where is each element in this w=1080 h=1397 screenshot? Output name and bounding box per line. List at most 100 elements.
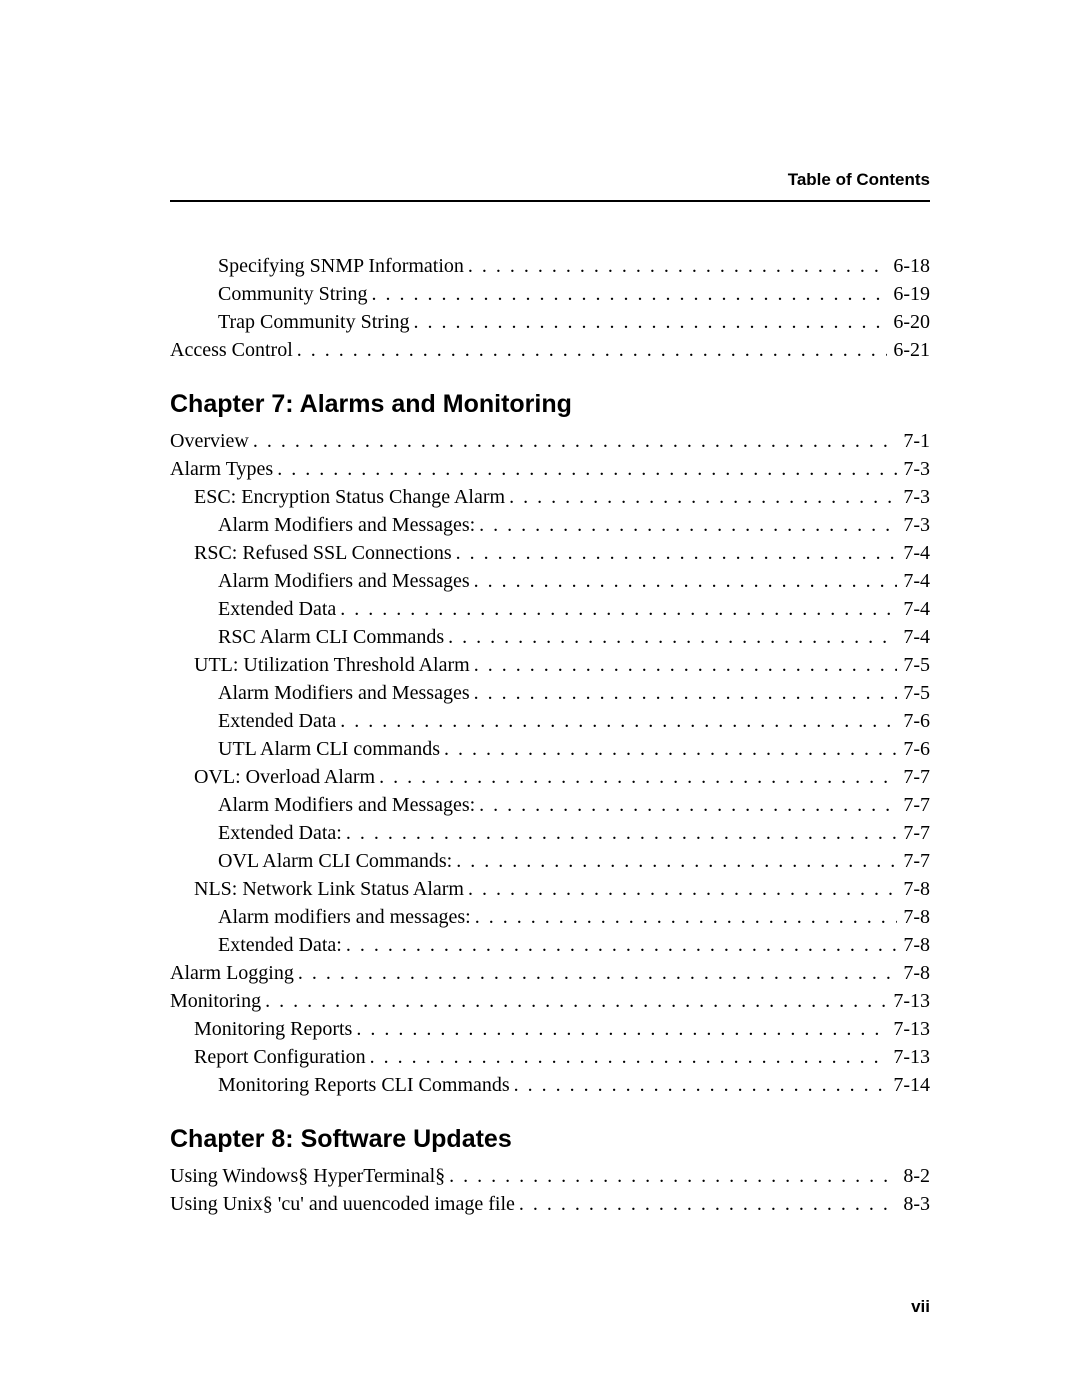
toc-entry-page: 8-3 [897,1190,930,1218]
toc-leader-dots [452,539,898,567]
toc-entry-title: UTL Alarm CLI commands [218,735,440,763]
toc-leader-dots [294,959,897,987]
toc-leader-dots [471,903,898,931]
toc-leader-dots [336,707,897,735]
toc-entry: Trap Community String 6-20 [170,308,930,336]
toc-entry: UTL Alarm CLI commands 7-6 [170,735,930,763]
toc-entry: Alarm Modifiers and Messages7-5 [170,679,930,707]
toc-entry: Alarm modifiers and messages: 7-8 [170,903,930,931]
chapter-heading: Chapter 7: Alarms and Monitoring [170,390,930,419]
toc-leader-dots [342,819,897,847]
toc-entry: Report Configuration 7-13 [170,1043,930,1071]
toc-leader-dots [249,427,897,455]
toc-entry-page: 7-8 [897,959,930,987]
toc-entry-page: 7-8 [897,931,930,959]
toc-entry: Extended Data 7-6 [170,707,930,735]
toc-leader-dots [342,931,897,959]
toc-entry-page: 6-18 [887,252,930,280]
toc-entry-page: 7-4 [897,595,930,623]
toc-entry-title: Using Windows§ HyperTerminal§ [170,1162,445,1190]
toc-entry-title: Alarm Modifiers and Messages: [218,511,475,539]
toc-entry-title: Alarm modifiers and messages: [218,903,471,931]
header-rule [170,200,930,202]
toc-leader-dots [367,280,887,308]
toc-entry: Alarm Modifiers and Messages: 7-3 [170,511,930,539]
toc-entry-title: Using Unix§ 'cu' and uuencoded image fil… [170,1190,515,1218]
toc-entry-page: 7-4 [897,623,930,651]
toc-entry-page: 7-7 [897,847,930,875]
toc-leader-dots [440,735,897,763]
toc-entry-title: OVL Alarm CLI Commands: [218,847,452,875]
toc-entry: Overview7-1 [170,427,930,455]
toc-entry-page: 7-4 [897,567,930,595]
toc-entry-page: 7-6 [897,735,930,763]
toc-entry-page: 7-8 [897,875,930,903]
toc-entry: Alarm Modifiers and Messages 7-4 [170,567,930,595]
toc-entry: Using Unix§ 'cu' and uuencoded image fil… [170,1190,930,1218]
toc-entry-title: Specifying SNMP Information [218,252,464,280]
toc-entry: OVL Alarm CLI Commands: 7-7 [170,847,930,875]
toc-entry-page: 7-3 [897,511,930,539]
toc-entry-title: RSC: Refused SSL Connections [194,539,452,567]
toc-entry-page: 7-14 [887,1071,930,1099]
toc-entry: NLS: Network Link Status Alarm 7-8 [170,875,930,903]
toc-leader-dots [336,595,897,623]
toc-leader-dots [505,483,897,511]
toc-entry: Alarm Types 7-3 [170,455,930,483]
toc-leader-dots [445,1162,897,1190]
toc-leader-dots [475,791,897,819]
toc-leader-dots [470,679,898,707]
toc-entry-title: Alarm Modifiers and Messages [218,567,470,595]
toc-entry-title: Extended Data: [218,819,342,847]
toc-entry-title: Alarm Modifiers and Messages [218,679,470,707]
toc-entry: Alarm Modifiers and Messages: 7-7 [170,791,930,819]
toc-leader-dots [444,623,897,651]
toc-entry-page: 7-13 [887,987,930,1015]
toc-entry-page: 7-1 [897,427,930,455]
toc-entry-page: 7-4 [897,539,930,567]
toc-entry-title: OVL: Overload Alarm [194,763,375,791]
toc-entry-page: 7-3 [897,483,930,511]
toc-entry-page: 6-21 [887,336,930,364]
toc-leader-dots [452,847,897,875]
toc-entry-page: 7-13 [887,1043,930,1071]
toc-entry-page: 7-6 [897,707,930,735]
toc-entry-title: Monitoring [170,987,261,1015]
toc-entry: Monitoring Reports 7-13 [170,1015,930,1043]
toc-entry: ESC: Encryption Status Change Alarm 7-3 [170,483,930,511]
toc-entry-title: Alarm Types [170,455,273,483]
header-label: Table of Contents [170,170,930,190]
toc-leader-dots [464,875,897,903]
chapter-heading: Chapter 8: Software Updates [170,1125,930,1154]
toc-entry: Access Control 6-21 [170,336,930,364]
toc-entry-page: 6-20 [887,308,930,336]
toc-entry-title: RSC Alarm CLI Commands [218,623,444,651]
toc-leader-dots [293,336,888,364]
toc-entry-title: Extended Data [218,707,336,735]
toc-leader-dots [510,1071,888,1099]
toc-leader-dots [515,1190,897,1218]
page-number: vii [911,1297,930,1317]
toc-entry-page: 7-8 [897,903,930,931]
toc-entry-title: Monitoring Reports [194,1015,352,1043]
toc-leader-dots [410,308,888,336]
toc-entry-page: 7-13 [887,1015,930,1043]
toc-leader-dots [470,651,898,679]
toc-container: Specifying SNMP Information 6-18Communit… [170,252,930,1218]
toc-entry: Community String6-19 [170,280,930,308]
toc-entry-title: NLS: Network Link Status Alarm [194,875,464,903]
toc-entry-page: 7-7 [897,819,930,847]
toc-entry-title: Alarm Modifiers and Messages: [218,791,475,819]
toc-entry: Monitoring Reports CLI Commands7-14 [170,1071,930,1099]
page-header: Table of Contents [170,170,930,202]
toc-entry: Using Windows§ HyperTerminal§ 8-2 [170,1162,930,1190]
toc-leader-dots [375,763,897,791]
toc-entry: OVL: Overload Alarm 7-7 [170,763,930,791]
toc-entry-page: 8-2 [897,1162,930,1190]
toc-entry: Monitoring 7-13 [170,987,930,1015]
page: Table of Contents Specifying SNMP Inform… [0,0,1080,1298]
toc-entry-page: 7-7 [897,763,930,791]
toc-entry-title: Report Configuration [194,1043,366,1071]
toc-entry-title: Alarm Logging [170,959,294,987]
toc-entry: Extended Data: 7-8 [170,931,930,959]
